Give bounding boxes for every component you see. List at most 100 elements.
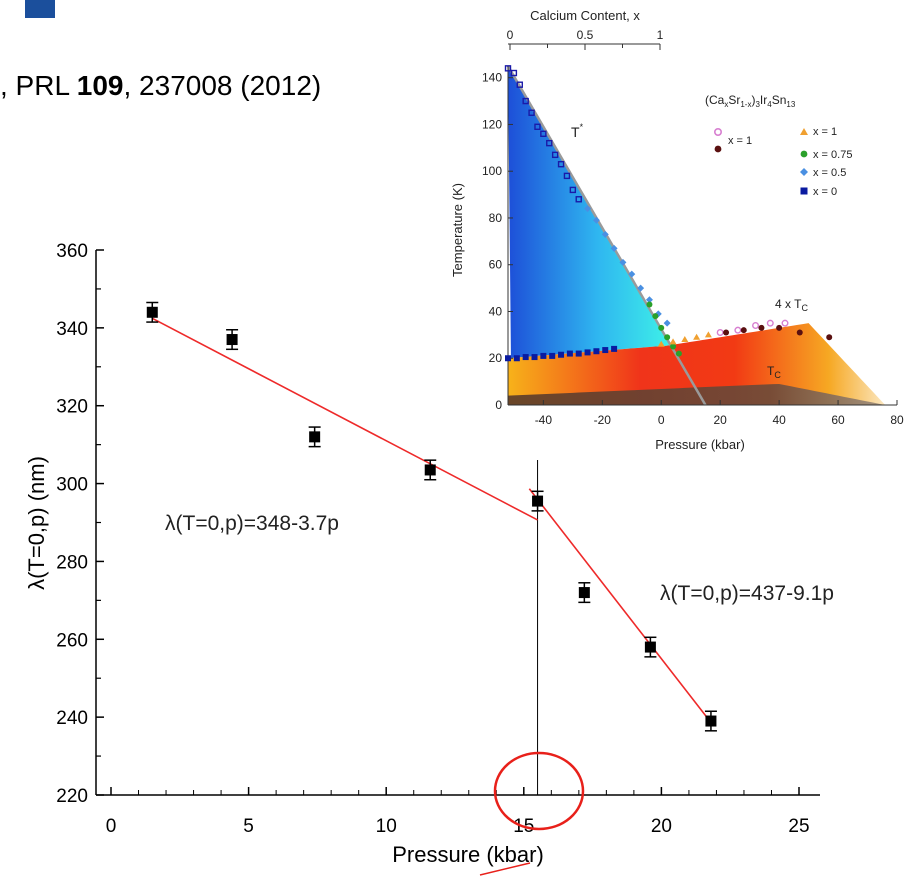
inset-point bbox=[723, 329, 730, 336]
inset-point bbox=[510, 69, 518, 77]
y-axis-title: λ(T=0,p) (nm) bbox=[24, 456, 49, 590]
inset-point bbox=[826, 334, 833, 341]
inset-point bbox=[740, 327, 747, 334]
y-tick-label: 320 bbox=[56, 397, 88, 418]
tc-label: TC bbox=[767, 364, 781, 380]
citation-volume: 109 bbox=[76, 70, 124, 101]
inset-point bbox=[766, 319, 774, 327]
inset-point bbox=[646, 301, 653, 308]
logo-fragment bbox=[25, 0, 55, 18]
inset-point bbox=[670, 343, 677, 350]
inset-point bbox=[675, 350, 682, 357]
inset-point bbox=[584, 205, 592, 213]
inset-x-tick-label: 40 bbox=[772, 413, 786, 427]
x-tick-label: 25 bbox=[788, 816, 809, 837]
legend-left-label: x = 1 bbox=[728, 135, 752, 147]
x-axis-title: Pressure (kbar) bbox=[392, 842, 544, 867]
highlight-circle bbox=[493, 751, 585, 831]
inset-x-tick-label: 0 bbox=[658, 413, 665, 427]
x-tick-label: 0 bbox=[106, 816, 117, 837]
inset-y-axis-title: Temperature (K) bbox=[450, 183, 465, 277]
inset-point bbox=[593, 348, 600, 355]
inset-point bbox=[531, 354, 538, 361]
tc4-label: 4 x TC bbox=[775, 297, 808, 313]
legend-marker-diamond bbox=[800, 168, 808, 176]
legend-marker-triangle bbox=[800, 128, 808, 135]
x-tick-label: 10 bbox=[376, 816, 397, 837]
tstar-region bbox=[508, 66, 671, 359]
inset-point bbox=[610, 244, 618, 252]
inset-top-tick-label: 1 bbox=[657, 28, 664, 42]
inset-point bbox=[513, 355, 520, 362]
data-point bbox=[226, 334, 238, 346]
inset-point bbox=[758, 324, 765, 331]
inset-point bbox=[619, 258, 627, 266]
y-tick-label: 280 bbox=[56, 552, 88, 573]
inset-point bbox=[566, 350, 573, 357]
legend-right-label-1: x = 1 bbox=[813, 126, 837, 138]
inset-point bbox=[528, 109, 535, 116]
inset-point bbox=[551, 151, 559, 159]
inset-x-axis-title: Pressure (kbar) bbox=[655, 437, 745, 452]
inset-x-tick-label: 80 bbox=[890, 413, 904, 427]
legend-compound: (CaxSr1-x)3Ir4Sn13 bbox=[705, 93, 796, 109]
inset-point bbox=[657, 340, 665, 347]
inset-point bbox=[611, 345, 618, 352]
inset-point bbox=[796, 329, 803, 336]
inset-point bbox=[592, 216, 600, 224]
inset-point bbox=[504, 65, 512, 72]
data-points bbox=[146, 301, 717, 732]
inset-point bbox=[549, 352, 556, 359]
inset-point bbox=[637, 284, 645, 292]
inset-x-tick-label: 20 bbox=[714, 413, 728, 427]
citation-text: , PRL 109, 237008 (2012) bbox=[0, 70, 321, 102]
inset-y-tick-label: 100 bbox=[482, 164, 502, 178]
inset-y-tick-label: 20 bbox=[489, 351, 503, 365]
inset-point bbox=[628, 270, 636, 278]
y-tick-label: 240 bbox=[56, 708, 88, 729]
inset-x-tick-label: -20 bbox=[594, 413, 612, 427]
fit-label-high: λ(T=0,p)=437-9.1p bbox=[660, 582, 834, 605]
inset-point bbox=[505, 355, 511, 362]
tc-region bbox=[508, 383, 886, 405]
legend-marker-square bbox=[800, 187, 808, 195]
y-tick-label: 300 bbox=[56, 475, 88, 496]
inset-point bbox=[652, 313, 659, 320]
inset-point bbox=[584, 349, 591, 356]
tstar-label: T* bbox=[571, 122, 584, 140]
inset-y-tick-label: 60 bbox=[489, 258, 503, 272]
inset-point bbox=[752, 322, 760, 330]
inset-top-tick-label: 0.5 bbox=[577, 28, 594, 42]
fit-lines bbox=[151, 317, 712, 724]
inset-point bbox=[558, 351, 565, 358]
inset-point bbox=[563, 172, 571, 180]
inset-point bbox=[575, 196, 582, 203]
inset-y-ticks: 0 20 40 60 80 100 120 140 bbox=[482, 71, 513, 412]
inset-point bbox=[734, 326, 742, 334]
inset-point bbox=[546, 139, 553, 147]
inset-point bbox=[516, 81, 523, 88]
y-ticks: 220 240 260 280 300 320 340 360 bbox=[56, 241, 104, 807]
inset-point bbox=[534, 123, 541, 130]
inset-point bbox=[557, 160, 565, 168]
inset-y-tick-label: 0 bbox=[495, 398, 502, 412]
x-title-strike-mark bbox=[479, 862, 531, 876]
data-point bbox=[644, 641, 656, 653]
legend-marker-green bbox=[800, 150, 808, 158]
inset-x-tick-label: 60 bbox=[831, 413, 845, 427]
citation-prefix: , PRL bbox=[0, 70, 77, 101]
inset-x-tick-label: -40 bbox=[535, 413, 553, 427]
inset-point bbox=[601, 230, 609, 238]
data-point bbox=[532, 495, 544, 507]
y-tick-label: 260 bbox=[56, 630, 88, 651]
inset-point bbox=[681, 336, 689, 343]
inset-point bbox=[693, 333, 701, 340]
inset-point bbox=[781, 319, 789, 327]
inset-point bbox=[522, 97, 529, 105]
inset-y-tick-label: 120 bbox=[482, 117, 502, 131]
inset-point bbox=[540, 130, 547, 138]
data-point bbox=[424, 464, 436, 476]
